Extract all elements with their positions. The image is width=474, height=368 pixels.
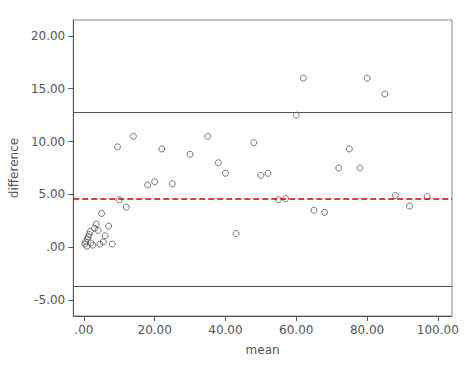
svg-text:.00: .00 bbox=[46, 240, 65, 254]
svg-text:mean: mean bbox=[246, 343, 280, 357]
svg-text:difference: difference bbox=[7, 138, 21, 198]
svg-text:10.00: 10.00 bbox=[31, 135, 65, 149]
svg-text:80.00: 80.00 bbox=[350, 323, 384, 337]
svg-text:-5.00: -5.00 bbox=[34, 293, 65, 307]
svg-text:100.00: 100.00 bbox=[417, 323, 459, 337]
svg-text:20.00: 20.00 bbox=[31, 29, 65, 43]
svg-text:5.00: 5.00 bbox=[39, 187, 66, 201]
svg-text:.00: .00 bbox=[74, 323, 93, 337]
svg-text:60.00: 60.00 bbox=[279, 323, 313, 337]
svg-text:20.00: 20.00 bbox=[137, 323, 171, 337]
svg-text:15.00: 15.00 bbox=[31, 82, 65, 96]
svg-text:40.00: 40.00 bbox=[208, 323, 242, 337]
